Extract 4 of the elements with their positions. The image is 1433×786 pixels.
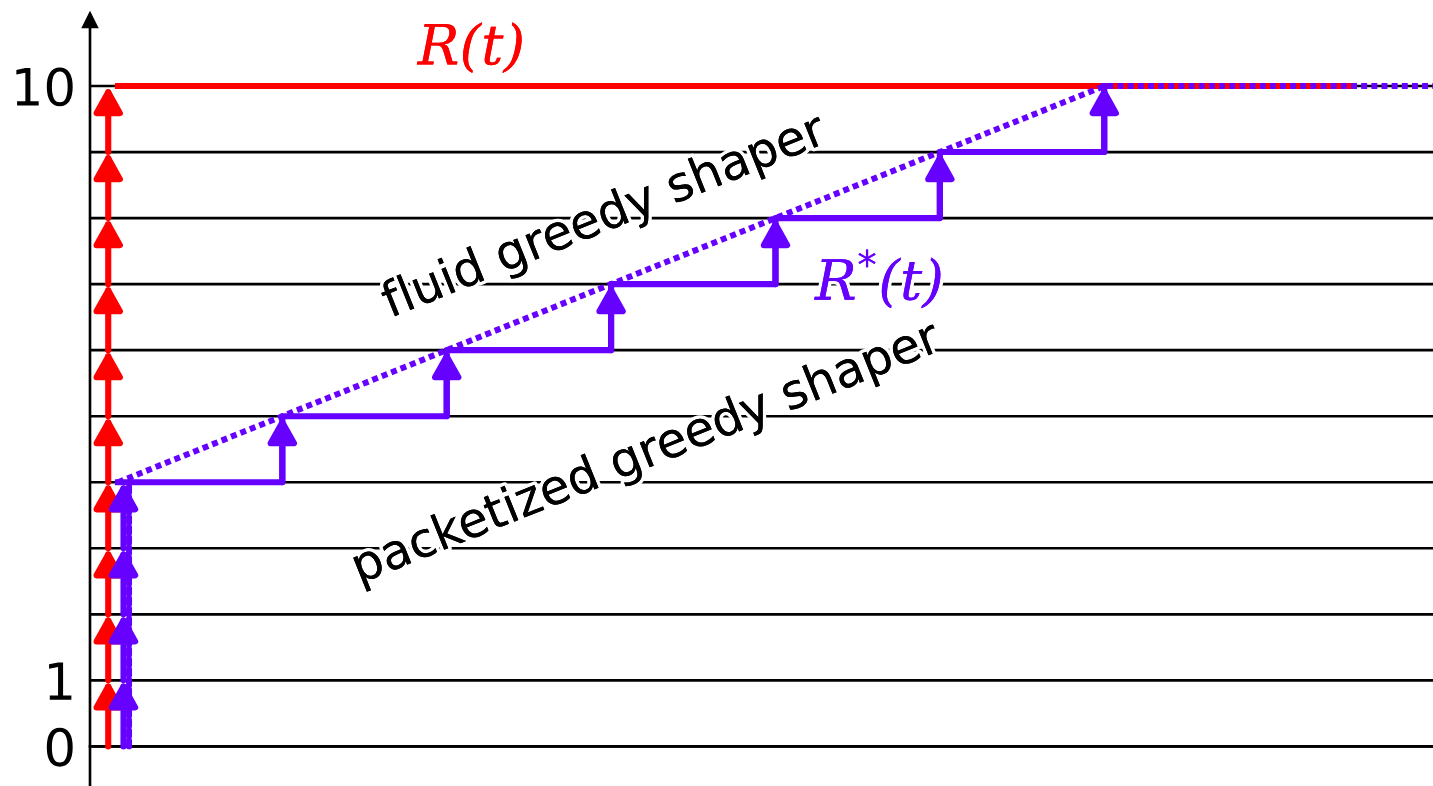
y-tick-label: 10: [16, 67, 73, 107]
y-tick-label: 1: [49, 662, 72, 700]
series-label: R(t): [416, 22, 522, 74]
y-tick-label: 0: [46, 727, 73, 767]
